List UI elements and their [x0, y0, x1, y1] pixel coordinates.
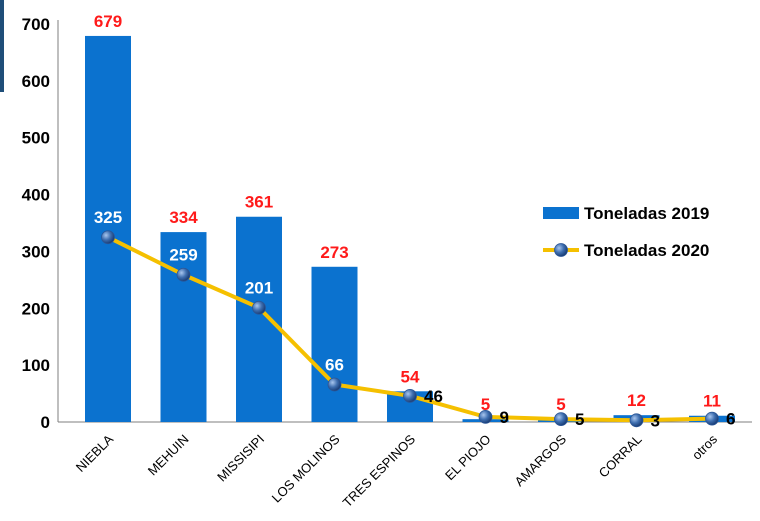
legend: Toneladas 2019 Toneladas 2020 [543, 204, 709, 260]
line-label-el-piojo: 9 [500, 408, 509, 427]
bar-los-molinos [311, 266, 358, 422]
line-label-mehuin: 259 [169, 246, 197, 265]
legend-swatch-toneladas-2019 [543, 207, 579, 219]
x-tick-label-corral: CORRAL [596, 432, 645, 481]
marker-missisipi [252, 300, 266, 315]
bar-label-mehuin: 334 [169, 208, 198, 227]
marker-el-piojo [478, 409, 493, 424]
bar-label-otros: 11 [703, 392, 721, 411]
line-label-missisipi: 201 [245, 279, 273, 298]
line-label-otros: 6 [726, 410, 735, 429]
x-tick-label-niebla: NIEBLA [73, 431, 117, 475]
bar-label-missisipi: 361 [245, 193, 273, 212]
legend-marker-toneladas-2020 [554, 243, 568, 257]
marker-otros [705, 411, 719, 426]
y-tick-label: 500 [22, 129, 50, 148]
x-tick-label-el-piojo: EL PIOJO [442, 432, 494, 484]
marker-niebla [101, 230, 115, 245]
legend-label-toneladas-2019: Toneladas 2019 [584, 204, 709, 223]
x-tick-label-los-molinos: LOS MOLINOS [269, 431, 343, 505]
x-tick-label-missisipi: MISSISIPI [214, 432, 267, 485]
y-tick-label: 400 [22, 186, 50, 205]
marker-corral [629, 413, 644, 428]
marker-tres-espinos [403, 388, 417, 403]
y-tick-label: 600 [22, 72, 50, 91]
line-label-corral: 3 [651, 411, 660, 430]
bar-label-el-piojo: 5 [481, 395, 490, 414]
bar-label-amargos: 5 [556, 395, 565, 414]
line-label-tres-espinos: 46 [424, 387, 443, 406]
y-tick-label: 200 [22, 299, 50, 318]
y-tick-label: 300 [22, 242, 50, 261]
y-tick-label: 700 [22, 15, 50, 34]
x-tick-label-otros: otros [689, 431, 720, 462]
bar-series-toneladas-2019 [85, 35, 735, 422]
x-tick-label-amargos: AMARGOS [512, 431, 570, 489]
bar-label-corral: 12 [627, 391, 646, 410]
x-tick-label-mehuin: MEHUIN [145, 432, 192, 479]
line-label-los-molinos: 66 [325, 355, 344, 374]
bar-missisipi [236, 216, 282, 422]
bar-niebla [85, 35, 131, 422]
bar-label-los-molinos: 273 [320, 243, 348, 262]
y-tick-label: 0 [41, 413, 50, 432]
bar-mehuin [160, 232, 207, 422]
legend-label-toneladas-2020: Toneladas 2020 [584, 241, 709, 260]
line-series-toneladas-2020 [101, 230, 719, 428]
bar-label-tres-espinos: 54 [401, 367, 420, 386]
marker-los-molinos [327, 377, 342, 392]
line-label-amargos: 5 [575, 410, 584, 429]
bar-label-niebla: 679 [94, 12, 122, 31]
marker-mehuin [176, 267, 191, 282]
axes: 0 100 200 300 400 500 600 700 NIEBLA MEHUIN MISSIS… [22, 15, 752, 510]
y-tick-label: 100 [22, 356, 50, 375]
line-label-niebla: 325 [94, 208, 122, 227]
marker-amargos [554, 412, 568, 427]
corner-accent-bar [0, 0, 4, 92]
x-tick-label-tres-espinos: TRES ESPINOS [340, 431, 419, 510]
